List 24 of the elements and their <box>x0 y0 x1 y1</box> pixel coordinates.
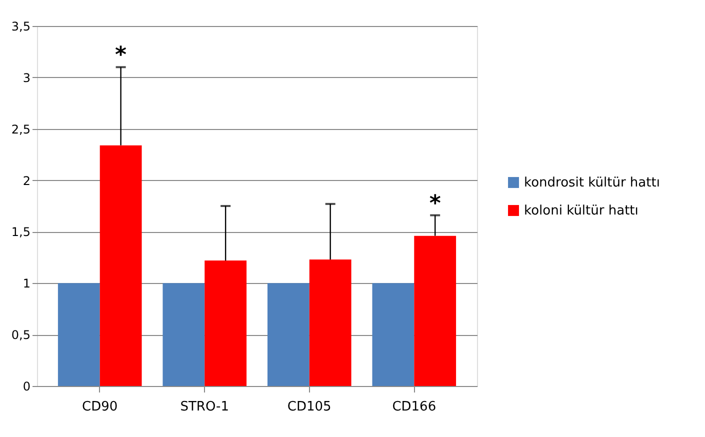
bar <box>162 283 205 386</box>
bar <box>204 260 247 386</box>
bar <box>309 259 352 386</box>
y-tick-label: 1 <box>22 276 30 291</box>
y-tick-label: 3,5 <box>11 20 30 34</box>
y-tick-label: 2 <box>22 174 30 188</box>
bar <box>372 283 414 386</box>
bar <box>58 283 100 386</box>
y-tick-label: 3 <box>22 70 30 85</box>
x-tick-label: CD90 <box>82 400 118 414</box>
bar <box>267 283 310 386</box>
x-tick-label: CD166 <box>392 400 436 414</box>
annotation: * <box>429 191 442 216</box>
y-tick-label: 1,5 <box>11 225 30 240</box>
y-tick-label: 0 <box>22 380 30 394</box>
x-tick-label: STRO-1 <box>180 400 230 414</box>
x-tick-label: CD105 <box>287 400 332 414</box>
annotation: * <box>115 43 128 68</box>
legend-label: koloni kültür hattı <box>524 204 638 218</box>
legend-label: kondrosit kültür hattı <box>524 176 660 190</box>
bar <box>414 236 456 386</box>
y-tick-label: 0,5 <box>11 328 30 342</box>
y-tick-label: 2,5 <box>11 122 30 136</box>
bar <box>100 145 142 386</box>
